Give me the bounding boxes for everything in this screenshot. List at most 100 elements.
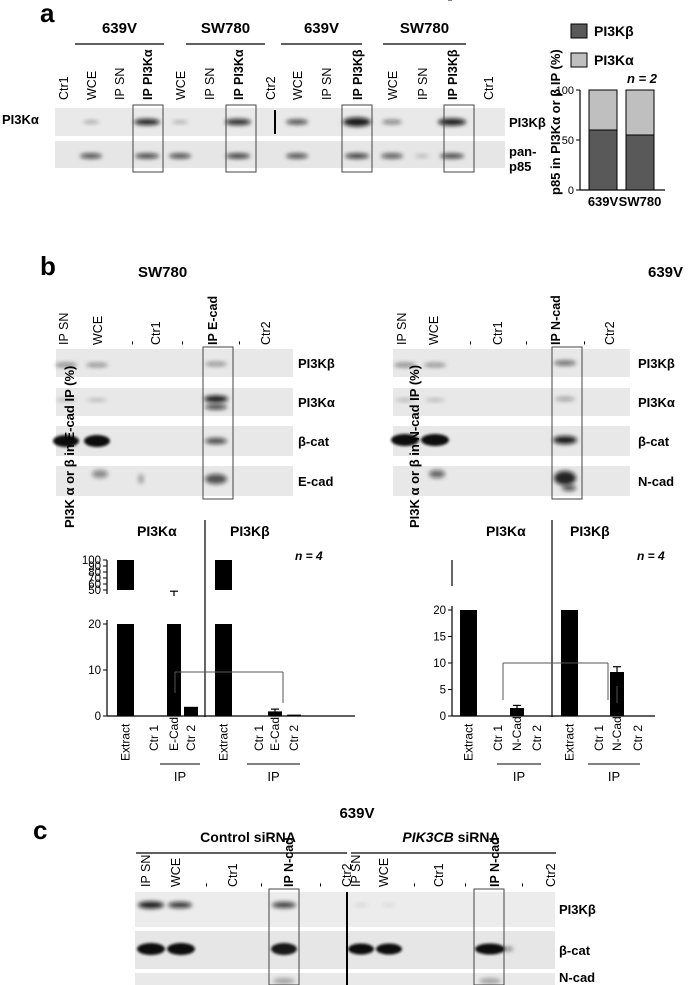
- panel-c-lane-label: -: [458, 883, 472, 887]
- panel-b-cell-line: SW780: [138, 264, 187, 281]
- panel-a-lane-label: Ctr1: [57, 76, 71, 100]
- panel-a-lane-label: WCE: [174, 71, 188, 100]
- panel-b-blot-label: β-cat: [638, 434, 670, 449]
- chart-a-bar: [625, 89, 655, 136]
- panel-a-band: [134, 119, 160, 125]
- panel-a-blot-strip-2: [55, 141, 505, 168]
- panel-c-band: [348, 943, 374, 955]
- panel-b-blot-label: PI3Kβ: [638, 356, 675, 371]
- chart-b-category: E-Cad: [167, 717, 181, 751]
- legend-swatch-alpha: [570, 52, 588, 68]
- panel-b-blot-strip: [56, 349, 293, 377]
- panel-a-band: [438, 118, 466, 126]
- panel-b-band: [55, 363, 77, 367]
- panel-c-band: [354, 903, 368, 907]
- chart-b-ytick-label: 5: [440, 685, 446, 697]
- panel-b-band: [429, 470, 445, 478]
- panel-c-lane-label: IP N-cad: [488, 837, 502, 887]
- panel-b-lane-label: IP SN: [395, 313, 409, 345]
- panel-a-letter: a: [40, 0, 55, 28]
- chart-a-n: n = 2: [627, 71, 658, 86]
- panel-b-band: [84, 435, 110, 447]
- panel-a-band: [286, 119, 308, 125]
- panel-a-lane-label: Ctr1: [482, 76, 496, 100]
- panel-a-lane-label: IP SN: [320, 68, 334, 100]
- panel-a-lane-label: IP SN: [203, 68, 217, 100]
- chart-b-category: Ctr 1: [592, 725, 606, 751]
- legend-swatch-beta: [570, 23, 588, 39]
- chart-b-bar: [287, 714, 301, 716]
- panel-a-band: [415, 154, 429, 158]
- panel-c-condition-control: Control siRNA: [200, 829, 296, 845]
- chart-a-category: 639V: [588, 194, 619, 209]
- panel-c-lane-label: -: [199, 883, 213, 887]
- panel-b-blot-strip: [56, 388, 293, 416]
- panel-b-cell-line: 639V: [648, 264, 683, 281]
- panel-a-ip-box: [341, 104, 373, 173]
- chart-b-ytick-label: 10: [88, 665, 101, 677]
- panel-b-lane-label: IP N-cad: [549, 295, 563, 345]
- panel-a-band: [135, 153, 159, 159]
- panel-b-band: [553, 436, 577, 444]
- chart-b-ytick-label: 20: [88, 619, 101, 631]
- chart-b-bar: [184, 706, 198, 716]
- chart-b-category: E-Cad: [268, 717, 282, 751]
- panel-a-band: [225, 119, 251, 125]
- panel-b-band: [555, 397, 575, 401]
- gene-name: PIK3CB: [402, 829, 453, 845]
- panel-c-ip-box: [268, 888, 300, 985]
- chart-b-category: N-Cad: [510, 716, 524, 751]
- panel-c-blot-label: N-cad: [559, 970, 595, 985]
- panel-c-lane-label: -: [254, 883, 268, 887]
- panel-b-band: [86, 363, 108, 367]
- panel-b-band: [138, 474, 144, 484]
- chart-b-bar: [268, 711, 282, 716]
- panel-c-lane-label: IP SN: [139, 855, 153, 887]
- chart-b-category: Ctr 2: [287, 725, 301, 751]
- chart-b-ip-label: IP: [174, 769, 186, 784]
- panel-c-band: [273, 978, 295, 984]
- chart-b-category: Ctr 1: [147, 725, 161, 751]
- panel-b-band: [205, 438, 227, 444]
- panel-c-band: [475, 943, 505, 955]
- panel-b-lane-label: -: [175, 341, 189, 345]
- panel-c-lane-label: Ctr2: [544, 863, 558, 887]
- chart-a-ytick-label: 0: [568, 185, 574, 197]
- chart-b-category: Extract: [217, 723, 231, 761]
- panel-a-ip-box: [132, 104, 164, 173]
- panel-b-band: [205, 362, 227, 366]
- panel-c-band: [479, 978, 501, 984]
- chart-b-category: N-Cad: [610, 716, 624, 751]
- panel-a-band: [83, 120, 99, 124]
- chart-a-bar: [625, 134, 655, 191]
- panel-b-blot-label: β-cat: [298, 434, 330, 449]
- panel-a-band: [382, 120, 402, 124]
- panel-a-ip-box: [443, 104, 475, 173]
- chart-b-category: Extract: [462, 723, 476, 761]
- chart-b-n: n = 4: [295, 549, 323, 563]
- panel-b-blot-strip: [393, 466, 630, 496]
- panel-a-band: [343, 117, 371, 127]
- panel-a-band: [440, 153, 464, 159]
- panel-b-band: [425, 398, 445, 402]
- panel-a-band: [345, 153, 369, 159]
- panel-a-group-label: 639V: [102, 20, 137, 37]
- panel-c-lane-label: Ctr1: [226, 863, 240, 887]
- chart-b-category: Ctr 1: [491, 725, 505, 751]
- chart-b-alpha-title: PI3Kα: [137, 523, 177, 539]
- chart-b-ylabel: PI3K α or β in N-cad IP (%): [407, 365, 422, 528]
- panel-b-band: [554, 471, 576, 485]
- chart-b-ytick-label: 100: [82, 555, 101, 567]
- chart-b-ytick-label: 90: [88, 561, 101, 573]
- panel-c-lane-label: -: [515, 883, 529, 887]
- panel-b-band: [394, 363, 416, 367]
- panel-b-lane-label: -: [519, 341, 533, 345]
- panel-c-lane-label: Ctr1: [432, 863, 446, 887]
- panel-b-blot-strip: [393, 388, 630, 416]
- panel-a-band: [286, 153, 308, 159]
- panel-a-lane-label: IP SN: [113, 68, 127, 100]
- panel-c-band: [138, 901, 164, 909]
- chart-a-ytick-label: 50: [562, 135, 574, 147]
- panel-a-row-label-right: PI3Kβ: [509, 115, 546, 130]
